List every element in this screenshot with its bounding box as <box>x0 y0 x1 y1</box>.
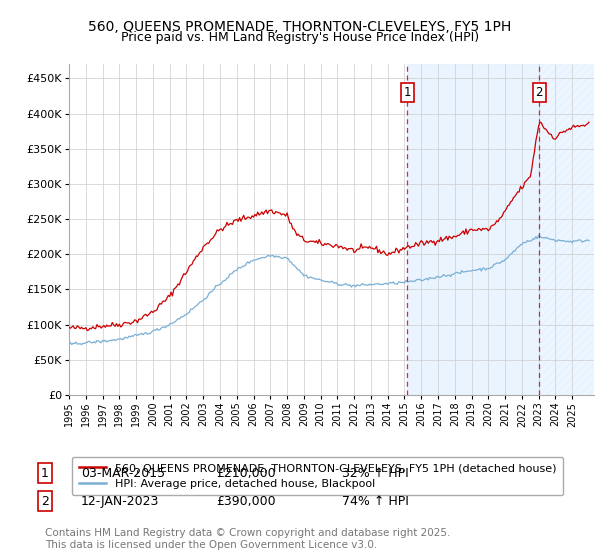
Text: Price paid vs. HM Land Registry's House Price Index (HPI): Price paid vs. HM Land Registry's House … <box>121 31 479 44</box>
Text: 03-MAR-2015: 03-MAR-2015 <box>81 466 165 480</box>
Text: 1: 1 <box>41 466 49 480</box>
Text: 74% ↑ HPI: 74% ↑ HPI <box>342 494 409 508</box>
Text: £210,000: £210,000 <box>216 466 275 480</box>
Legend: 560, QUEENS PROMENADE, THORNTON-CLEVELEYS, FY5 1PH (detached house), HPI: Averag: 560, QUEENS PROMENADE, THORNTON-CLEVELEY… <box>72 456 563 496</box>
Text: 2: 2 <box>536 86 543 99</box>
Text: 32% ↑ HPI: 32% ↑ HPI <box>342 466 409 480</box>
Bar <box>407 64 539 395</box>
Text: 1: 1 <box>404 86 411 99</box>
Text: 560, QUEENS PROMENADE, THORNTON-CLEVELEYS, FY5 1PH: 560, QUEENS PROMENADE, THORNTON-CLEVELEY… <box>88 20 512 34</box>
Text: 12-JAN-2023: 12-JAN-2023 <box>81 494 160 508</box>
Text: £390,000: £390,000 <box>216 494 275 508</box>
Bar <box>539 64 598 395</box>
Text: Contains HM Land Registry data © Crown copyright and database right 2025.
This d: Contains HM Land Registry data © Crown c… <box>45 528 451 550</box>
Text: 2: 2 <box>41 494 49 508</box>
